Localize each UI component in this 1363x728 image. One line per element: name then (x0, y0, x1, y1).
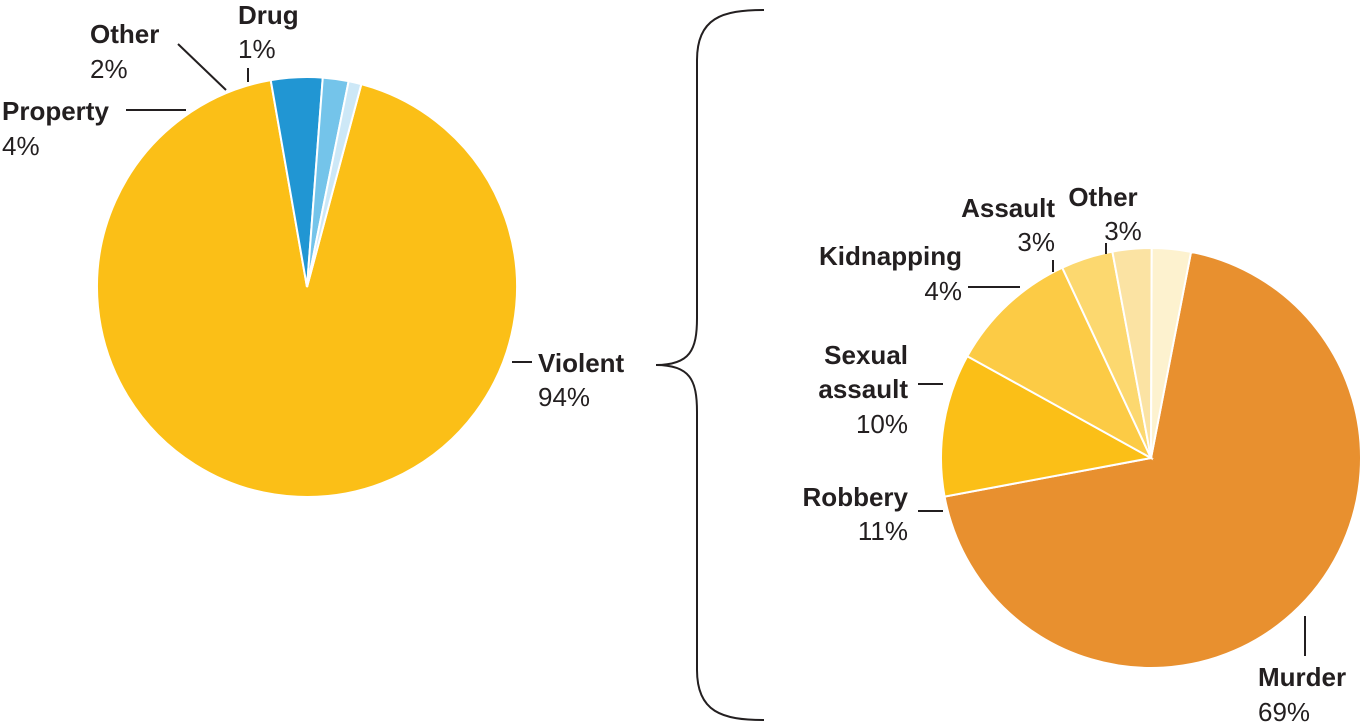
label-drug-value: 1% (238, 34, 276, 64)
label-murder-name: Murder (1258, 662, 1346, 692)
label-assault-value: 3% (1017, 227, 1055, 257)
leader-other (177, 43, 227, 91)
label-other-value: 2% (90, 54, 128, 84)
curly-brace (655, 9, 765, 721)
violent-slice-robbery (940, 354, 1154, 498)
label-violent-name: Violent (538, 348, 625, 378)
violent-slice-other (1150, 246, 1193, 459)
label-property-value: 4% (2, 131, 40, 161)
label-sexual-name-line2: assault (818, 374, 908, 404)
label-kidnapping-name: Kidnapping (819, 241, 962, 271)
label-robbery-name: Robbery (803, 482, 909, 512)
label-other2-value: 3% (1104, 216, 1142, 246)
offense-slice-drug (306, 79, 363, 288)
label-sexual-name-line1: Sexual (824, 340, 908, 370)
offense-slice-violent (96, 78, 518, 498)
violent-slice-sexual-assault (965, 266, 1154, 461)
label-violent-value: 94% (538, 382, 590, 412)
label-robbery-value: 11% (858, 516, 908, 546)
label-kidnapping-value: 4% (924, 276, 962, 306)
label-property-name: Property (2, 96, 109, 126)
violent-breakdown-pie-chart: Murder 69% Robbery 11% Sexual assault 10… (803, 182, 1362, 727)
label-sexual-assault-value: 10% (856, 409, 908, 439)
label-murder-value: 69% (1258, 697, 1310, 727)
label-assault-name: Assault (961, 193, 1055, 223)
offense-pie-chart: Violent 94% Property 4% Other 2% Drug 1% (2, 0, 625, 498)
label-other-name: Other (90, 19, 159, 49)
label-other2-name: Other (1068, 182, 1137, 212)
label-drug-name: Drug (238, 0, 299, 30)
